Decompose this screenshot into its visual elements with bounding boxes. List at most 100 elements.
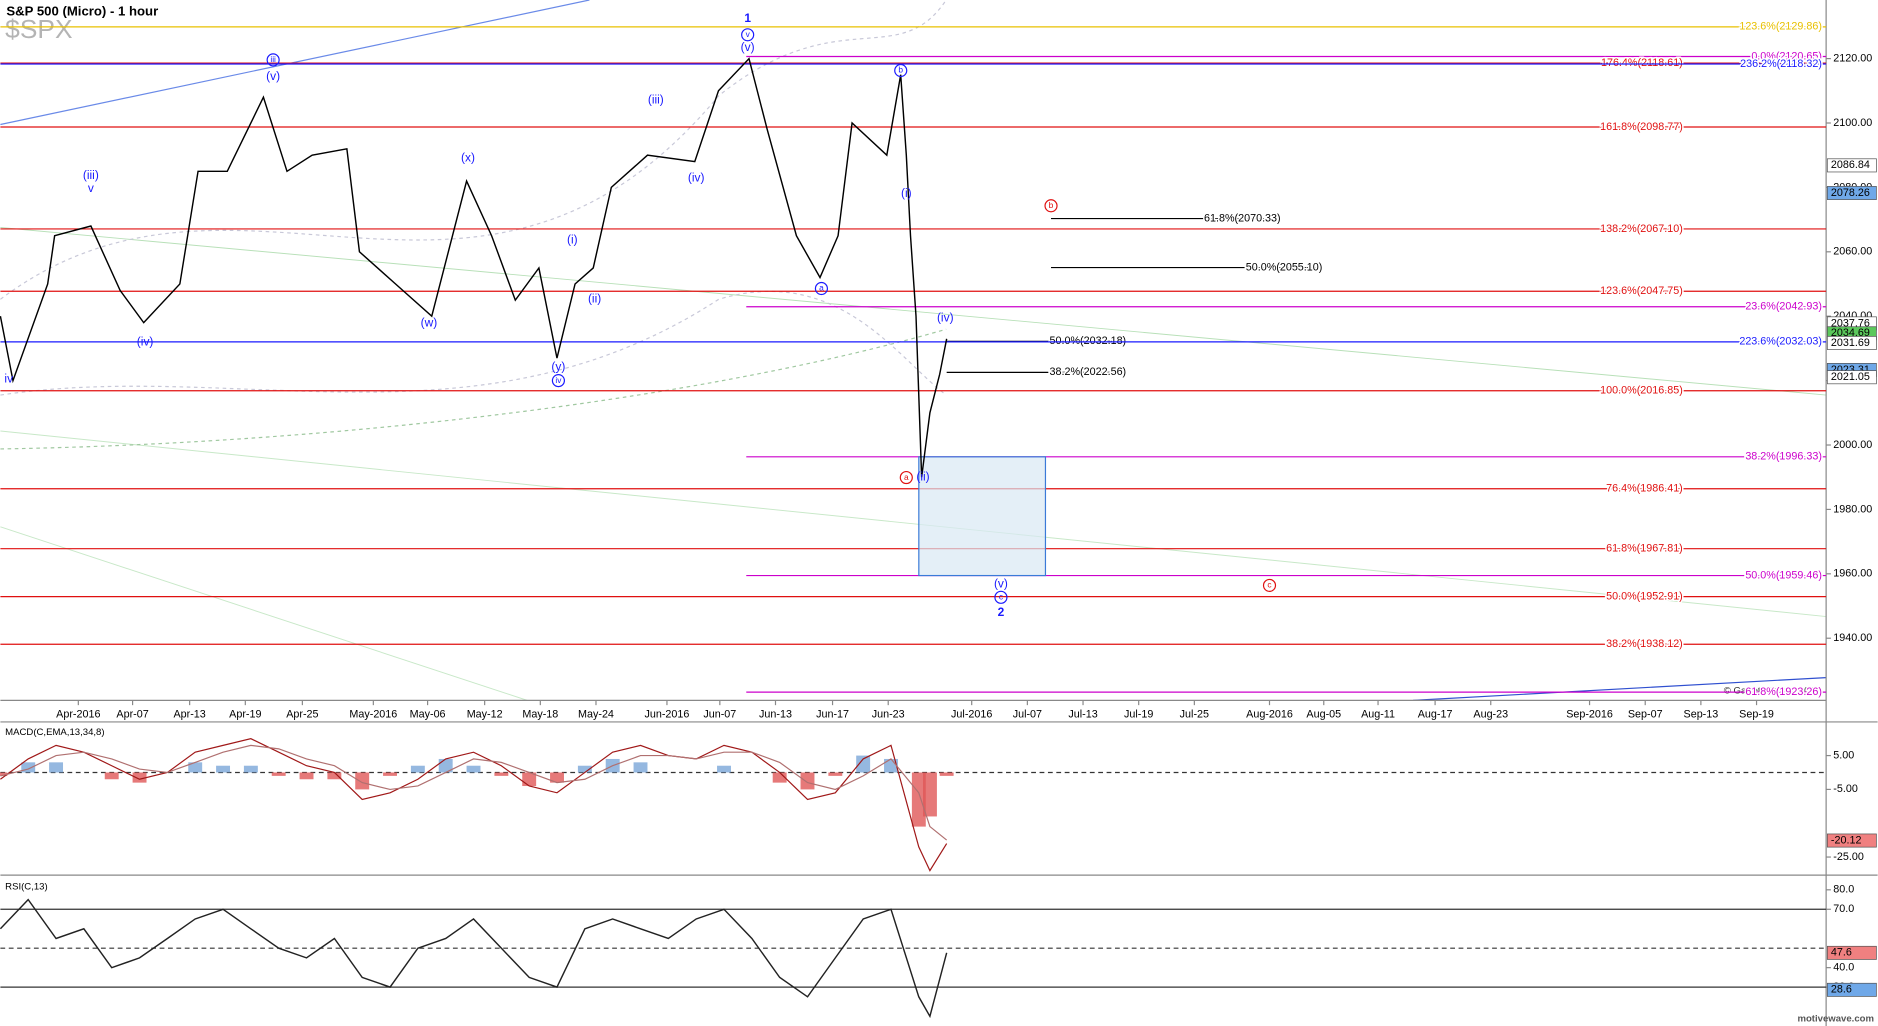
histogram-bar [271, 772, 286, 776]
wave-label: iv [555, 375, 562, 385]
price-tag [1826, 833, 1877, 848]
y-tick-label: 2000.00 [1833, 439, 1872, 451]
wave-label: (i) [901, 186, 912, 200]
histogram-bar [522, 772, 537, 787]
fib-level-label: 223.6%(2032.03) [1739, 336, 1822, 348]
x-tick-label: Jun-2016 [645, 709, 690, 721]
histogram-bar [132, 772, 147, 783]
wave-label: (v) [994, 576, 1008, 590]
wave-label: (i) [567, 233, 578, 247]
x-tick-label: Jun-17 [816, 709, 849, 721]
histogram-bar [550, 772, 564, 783]
x-tick-label: Jun-23 [872, 709, 905, 721]
wave-label: (iv) [688, 171, 705, 185]
wave-label: (y) [551, 360, 565, 374]
wave-circle [899, 470, 913, 485]
price-tag [1826, 982, 1877, 997]
histogram-bar [772, 772, 787, 783]
copyright: © Garrett Patten, 2016 [1724, 685, 1820, 696]
price-line [0, 898, 948, 1019]
price-tag-label: 2037.76 [1831, 317, 1870, 329]
histogram-bar [923, 772, 937, 817]
histogram-bar [856, 755, 871, 773]
wave-circle [894, 63, 908, 78]
wave-label: (ii) [916, 470, 929, 484]
x-tick-label: Apr-25 [286, 709, 318, 721]
price-line [0, 57, 948, 478]
wave-label: c [999, 592, 1003, 602]
x-tick-label: Aug-05 [1306, 709, 1341, 721]
x-tick-label: Sep-19 [1739, 709, 1774, 721]
x-tick-label: Jul-19 [1124, 709, 1153, 721]
histogram-bar [939, 772, 954, 776]
fib-level-label: 161.8%(2098.77) [1600, 121, 1683, 133]
price-tag-label: 47.6 [1831, 947, 1852, 959]
x-tick-label: Jul-25 [1180, 709, 1209, 721]
wave-label: (v) [741, 40, 755, 54]
macd-line [0, 738, 948, 872]
x-tick-label: Sep-2016 [1566, 709, 1613, 721]
histogram-bar [410, 765, 425, 773]
histogram-bar [466, 765, 481, 773]
price-tag [1826, 370, 1877, 385]
trendline [0, 526, 528, 701]
wave-label: a [904, 472, 909, 482]
price-tag [1826, 186, 1877, 200]
wave-label: (iii) [83, 168, 99, 182]
y-tick-label: 2100.00 [1833, 117, 1872, 129]
fib-level-label: 123.6%(2047.75) [1600, 285, 1683, 297]
histogram-bar [633, 762, 648, 773]
x-tick-label: May-06 [410, 709, 446, 721]
trendline [0, 226, 1827, 396]
wave-label: 1 [744, 11, 751, 25]
x-tick-label: Aug-23 [1473, 709, 1508, 721]
trendline [0, 0, 590, 126]
x-tick-label: May-18 [522, 709, 558, 721]
macd-line [0, 744, 948, 841]
fib-level-label: 50.0%(1952.91) [1606, 590, 1683, 602]
wave-label: (x) [461, 150, 475, 164]
histogram-bar [800, 772, 815, 790]
footer: motivewave.com [1797, 1013, 1874, 1024]
histogram-bar [216, 765, 231, 773]
wave-label: c [1267, 580, 1271, 590]
y-tick-label: -25.00 [1833, 851, 1864, 863]
panel-title: RSI(C,13) [5, 882, 48, 893]
fib-level-label: 176.4%(2118.61) [1601, 57, 1683, 69]
wave-label: (w) [421, 315, 438, 329]
wave-label: 2 [998, 605, 1005, 619]
x-tick-label: May-2016 [349, 709, 397, 721]
x-tick-label: Aug-11 [1361, 709, 1395, 721]
x-tick-label: Apr-19 [229, 709, 261, 721]
fib-level-label: 76.4%(1986.41) [1606, 483, 1683, 495]
price-tag [1826, 945, 1877, 960]
y-tick-label: 1940.00 [1833, 632, 1872, 644]
wave-label: b [1049, 200, 1054, 210]
histogram-bar [243, 765, 258, 773]
wave-label: b [898, 65, 903, 75]
y-tick-label: 70.0 [1833, 903, 1854, 915]
fib-level-label: 50.0%(2032.18) [1050, 335, 1127, 347]
wave-circle [994, 590, 1008, 604]
watermark: $SPX [5, 14, 73, 44]
price-tag-label: -20.12 [1831, 834, 1862, 846]
x-tick-label: Sep-07 [1628, 709, 1663, 721]
x-tick-label: Jun-13 [759, 709, 792, 721]
wave-circle [1262, 578, 1277, 592]
wave-label: (v) [266, 69, 280, 83]
histogram-bar [828, 772, 843, 776]
price-tag-label: 2021.05 [1831, 371, 1870, 383]
y-tick-label: 5.00 [1833, 749, 1854, 761]
histogram-bar [383, 772, 397, 776]
x-tick-label: Jul-2016 [951, 709, 992, 721]
fib-level-label: 50.0%(2055.10) [1246, 261, 1323, 273]
fib-level-label: 236.2%(2118.32) [1740, 58, 1822, 70]
fib-level-label: 0.0%(2120.65) [1751, 50, 1822, 62]
panel-title: MACD(C,EMA,13,34,8) [5, 727, 104, 738]
wave-label: v [746, 29, 751, 39]
x-tick-label: Aug-17 [1418, 709, 1453, 721]
y-tick-label: 1960.00 [1833, 568, 1872, 580]
fib-level-label: 38.2%(1996.33) [1745, 451, 1822, 463]
histogram-bar [21, 762, 36, 773]
histogram-bar [104, 772, 119, 780]
